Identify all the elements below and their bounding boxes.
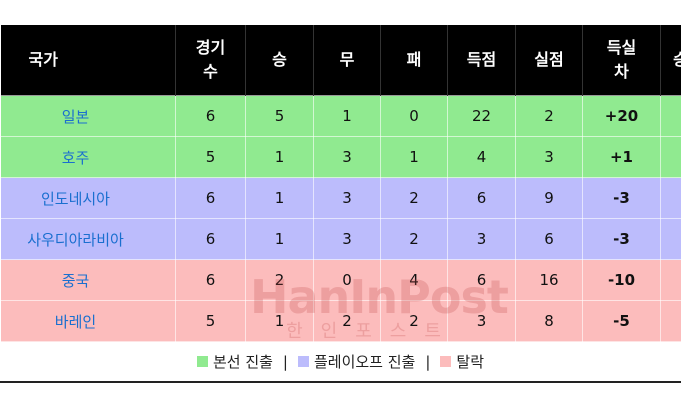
legend-swatch xyxy=(196,356,208,367)
stat-cell: 5 xyxy=(175,300,246,342)
stat-cell: 3 xyxy=(313,218,381,260)
stat-cell: 6 xyxy=(175,259,246,301)
stat-cell: 6 xyxy=(175,177,246,219)
stat-cell: 9 xyxy=(515,177,583,219)
country-name: 인도네시아 xyxy=(0,177,176,219)
stat-cell: +20 xyxy=(582,95,661,137)
cut-cell xyxy=(660,95,681,137)
stat-cell: -3 xyxy=(582,218,661,260)
table-row: 호주 5 1 3 1 4 3 +1 xyxy=(0,136,681,178)
stat-cell: +1 xyxy=(582,136,661,178)
stat-cell: 2 xyxy=(380,177,448,219)
stat-cell: 8 xyxy=(515,300,583,342)
stat-cell: 5 xyxy=(245,95,314,137)
stat-cell: 1 xyxy=(313,95,381,137)
stat-cell: 6 xyxy=(447,259,516,301)
table-row: 바레인 5 1 2 2 3 8 -5 xyxy=(0,300,681,342)
column-header: 승 xyxy=(660,25,681,96)
legend-label: 플레이오프 진출 xyxy=(313,353,416,371)
stat-cell: 1 xyxy=(380,136,448,178)
column-header: 득실 차 xyxy=(582,25,661,96)
country-name: 일본 xyxy=(0,95,176,137)
stat-cell: -3 xyxy=(582,177,661,219)
cut-cell xyxy=(660,136,681,178)
stat-cell: 1 xyxy=(245,300,314,342)
stat-cell: 16 xyxy=(515,259,583,301)
table-row: 사우디아라비아 6 1 3 2 3 6 -3 xyxy=(0,218,681,260)
stat-cell: 2 xyxy=(380,300,448,342)
stat-cell: 6 xyxy=(515,218,583,260)
stat-cell: 1 xyxy=(245,136,314,178)
stat-cell: 4 xyxy=(380,259,448,301)
column-header: 국가 xyxy=(0,25,176,96)
country-name: 호주 xyxy=(0,136,176,178)
table-body: 일본 6 5 1 0 22 2 +20 호주 5 1 3 1 4 3 +1 인도네시아 6 1 3 2 6 9 -3 사우디아라… xyxy=(0,95,681,342)
stat-cell: 3 xyxy=(313,177,381,219)
table-row: 일본 6 5 1 0 22 2 +20 xyxy=(0,95,681,137)
column-header: 패 xyxy=(380,25,448,96)
stat-cell: 2 xyxy=(245,259,314,301)
stat-cell: 2 xyxy=(380,218,448,260)
cut-cell xyxy=(660,218,681,260)
legend-swatch xyxy=(440,356,452,367)
stat-cell: 5 xyxy=(175,136,246,178)
country-name: 중국 xyxy=(0,259,176,301)
stat-cell: 0 xyxy=(313,259,381,301)
column-header: 무 xyxy=(313,25,381,96)
table-row: 인도네시아 6 1 3 2 6 9 -3 xyxy=(0,177,681,219)
stat-cell: 1 xyxy=(245,177,314,219)
country-name: 사우디아라비아 xyxy=(0,218,176,260)
stat-cell: 3 xyxy=(447,218,516,260)
cut-cell xyxy=(660,177,681,219)
legend-label: 본선 진출 xyxy=(212,353,273,371)
stat-cell: 4 xyxy=(447,136,516,178)
legend-swatch xyxy=(297,356,309,367)
stat-cell: 1 xyxy=(245,218,314,260)
legend-label: 탈락 xyxy=(456,353,485,371)
stat-cell: 2 xyxy=(313,300,381,342)
stat-cell: 3 xyxy=(313,136,381,178)
column-header: 경기 수 xyxy=(175,25,246,96)
stat-cell: 3 xyxy=(515,136,583,178)
legend: 본선 진출 | 플레이오프 진출 | 탈락 xyxy=(0,343,681,381)
table-row: 중국 6 2 0 4 6 16 -10 xyxy=(0,259,681,301)
stat-cell: -10 xyxy=(582,259,661,301)
stat-cell: 6 xyxy=(175,95,246,137)
country-name: 바레인 xyxy=(0,300,176,342)
cut-cell xyxy=(660,300,681,342)
stat-cell: 2 xyxy=(515,95,583,137)
stat-cell: -5 xyxy=(582,300,661,342)
stat-cell: 6 xyxy=(447,177,516,219)
column-header: 실점 xyxy=(515,25,583,96)
legend-separator: | xyxy=(425,353,431,371)
legend-separator: | xyxy=(282,353,288,371)
bottom-rule xyxy=(0,381,681,383)
column-header: 득점 xyxy=(447,25,516,96)
stat-cell: 22 xyxy=(447,95,516,137)
cut-cell xyxy=(660,259,681,301)
stat-cell: 6 xyxy=(175,218,246,260)
column-header: 승 xyxy=(245,25,314,96)
stat-cell: 0 xyxy=(380,95,448,137)
stat-cell: 3 xyxy=(447,300,516,342)
